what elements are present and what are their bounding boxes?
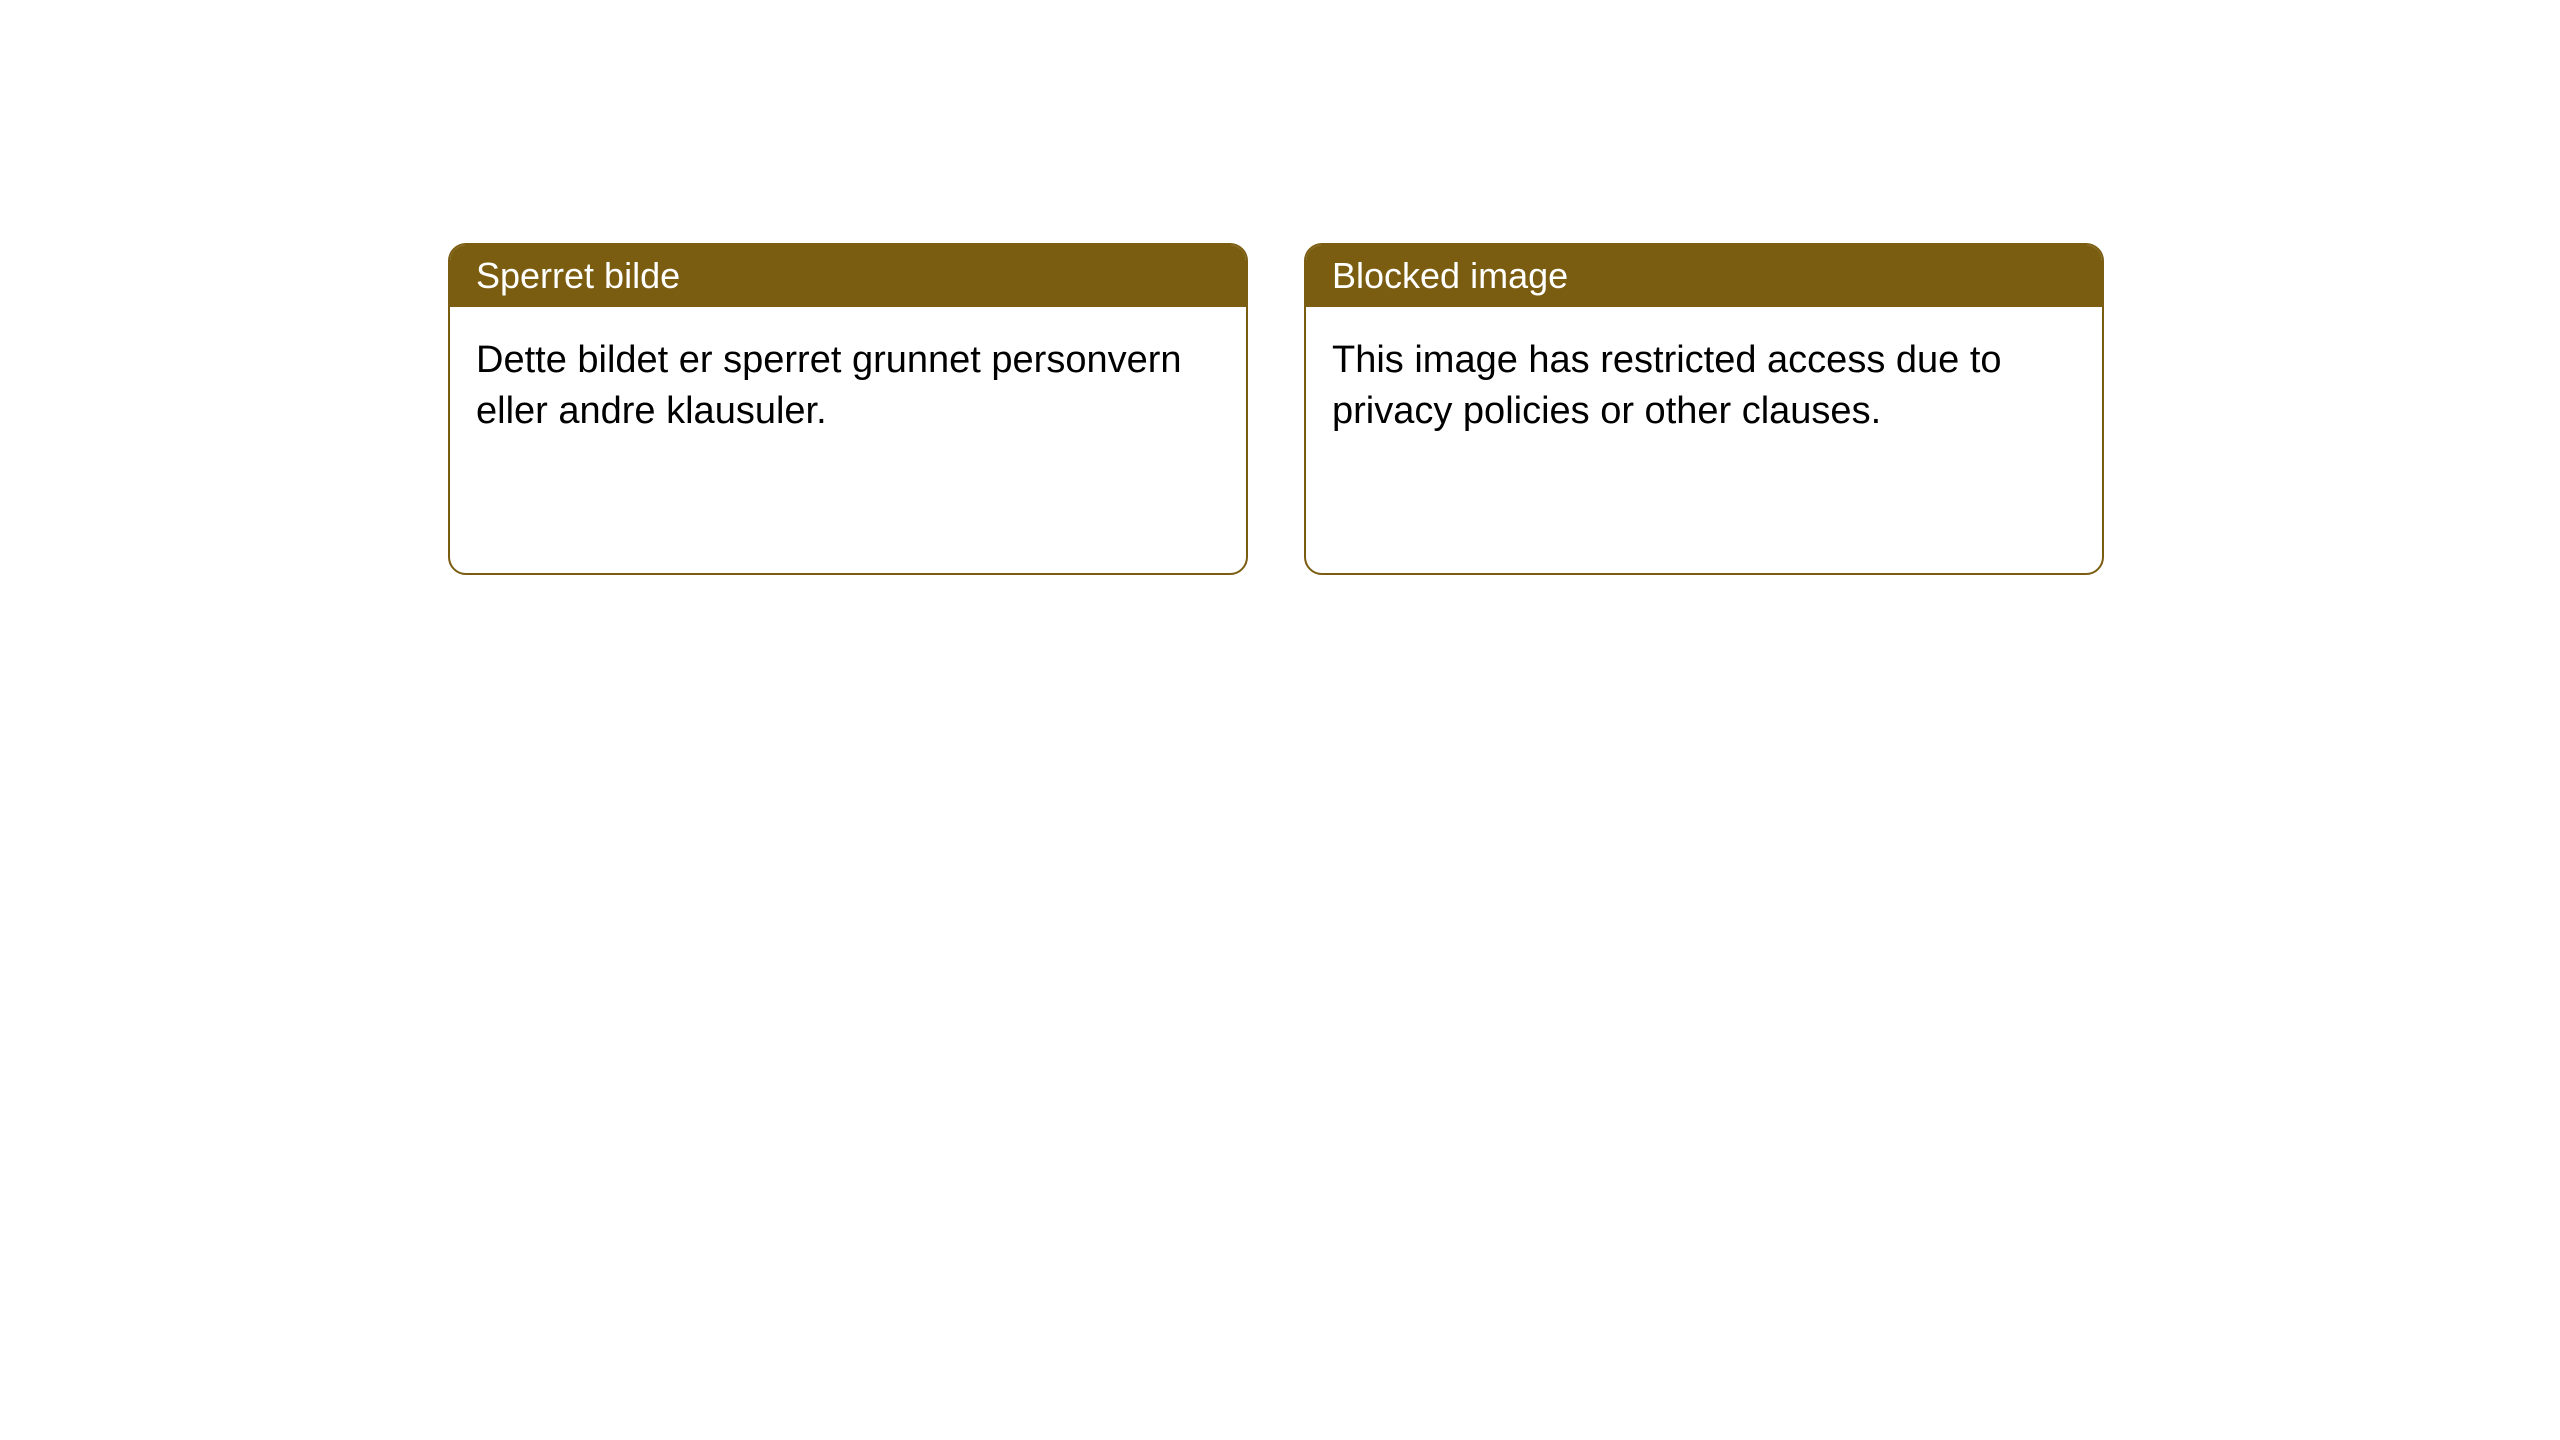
notice-container: Sperret bilde Dette bildet er sperret gr… — [0, 0, 2560, 575]
card-message: This image has restricted access due to … — [1332, 339, 2002, 432]
blocked-image-card-english: Blocked image This image has restricted … — [1304, 243, 2104, 575]
card-header: Blocked image — [1306, 245, 2102, 307]
card-header: Sperret bilde — [450, 245, 1246, 307]
card-title: Blocked image — [1332, 255, 1568, 296]
card-title: Sperret bilde — [476, 255, 680, 296]
card-message: Dette bildet er sperret grunnet personve… — [476, 339, 1182, 432]
blocked-image-card-norwegian: Sperret bilde Dette bildet er sperret gr… — [448, 243, 1248, 575]
card-body: Dette bildet er sperret grunnet personve… — [450, 307, 1246, 466]
card-body: This image has restricted access due to … — [1306, 307, 2102, 466]
